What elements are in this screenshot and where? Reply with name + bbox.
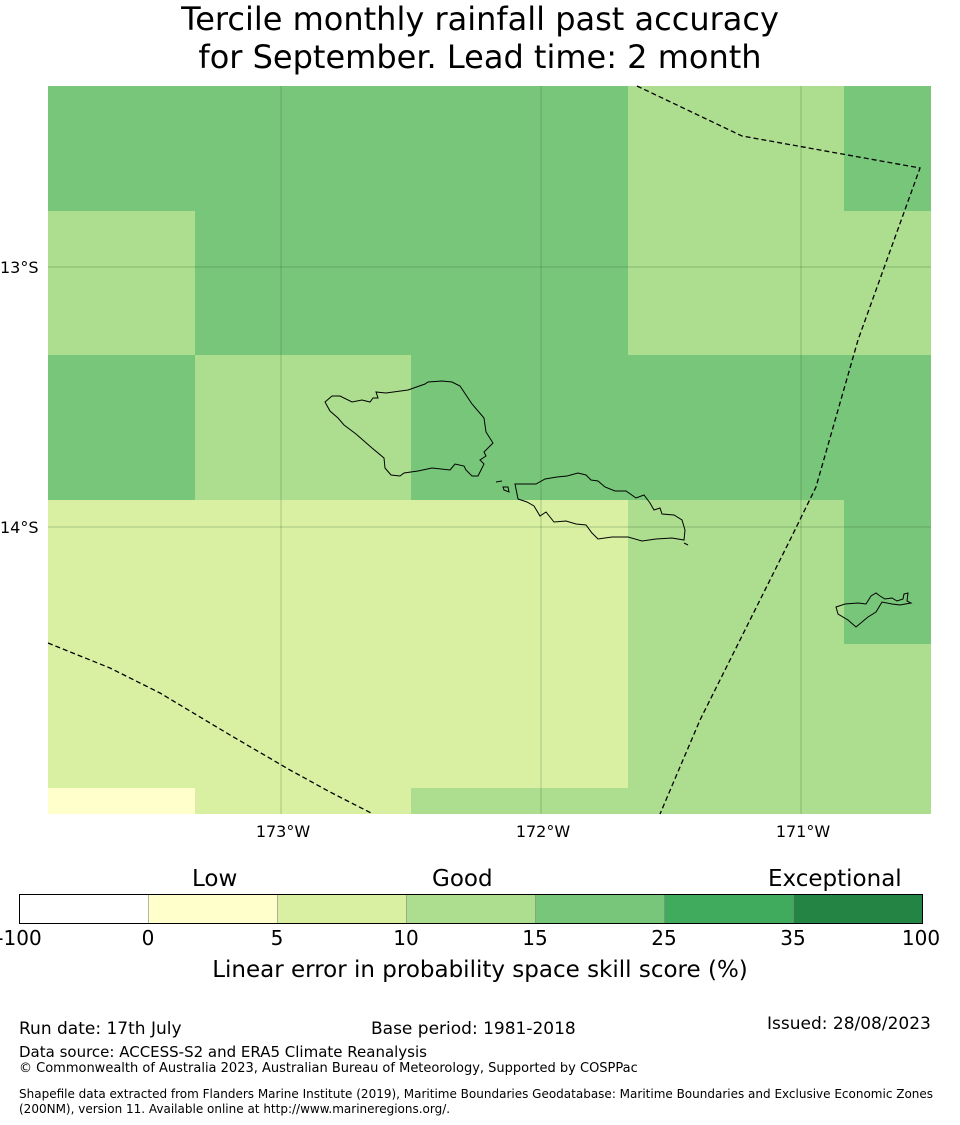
skill-cell-1	[628, 86, 844, 211]
colorbar-segment-3	[406, 894, 536, 924]
lat-label-14: 14°S	[0, 518, 39, 537]
skill-cell-15	[195, 788, 411, 814]
skill-cell-14	[48, 788, 195, 814]
skill-cell-7	[195, 355, 411, 500]
colorbar-segment-0	[19, 894, 149, 924]
colorbar-tick-15: 15	[522, 926, 548, 950]
island-savaii	[324, 380, 494, 477]
shapefile-credit-line-1: Shapefile data extracted from Flanders M…	[19, 1087, 934, 1101]
lon-label-173: 173°W	[255, 822, 311, 841]
skill-cell-13	[628, 644, 931, 788]
lon-label-172: 172°W	[515, 822, 571, 841]
skill-cell-4	[195, 211, 628, 355]
colorbar-label: Linear error in probability space skill …	[212, 957, 748, 983]
colorbar-segment-5	[664, 894, 794, 924]
skill-cell-9	[48, 500, 628, 644]
skill-cell-8	[411, 355, 931, 500]
lon-label-171: 171°W	[775, 822, 831, 841]
colorbar-tick-5: 5	[270, 926, 284, 950]
lat-label-13: 13°S	[0, 258, 39, 277]
colorbar-segment-4	[535, 894, 665, 924]
colorbar-tick-10: 10	[393, 926, 419, 950]
eez-boundary-north-east	[636, 85, 921, 815]
islet-aunuu	[683, 542, 689, 546]
issued-date: Issued: 28/08/2023	[767, 1014, 931, 1034]
skill-cell-5	[628, 211, 931, 355]
graticule	[48, 86, 931, 814]
eez-boundaries	[47, 85, 921, 815]
eez-boundary-south-west	[47, 642, 374, 815]
colorbar-tick-25: 25	[651, 926, 677, 950]
coastlines	[324, 380, 913, 628]
title-line-2: for September. Lead time: 2 month	[198, 38, 762, 76]
copyright: © Commonwealth of Australia 2023, Austra…	[19, 1061, 638, 1076]
skill-cell-3	[48, 211, 195, 355]
colorbar-tick-minus100: -100	[0, 926, 42, 950]
skill-cell-12	[48, 644, 628, 788]
skill-cell-11	[844, 500, 931, 644]
base-period: Base period: 1981-2018	[371, 1019, 576, 1039]
islet-apolima	[502, 486, 510, 493]
island-upolu	[514, 472, 686, 542]
skill-cell-10	[628, 500, 844, 644]
skill-grid	[48, 86, 931, 814]
skill-cell-6	[48, 355, 195, 500]
rainfall-accuracy-map	[47, 85, 931, 815]
skill-cell-16	[411, 788, 931, 814]
legend-word-exceptional: Exceptional	[768, 866, 902, 892]
skill-cell-2	[844, 86, 931, 211]
colorbar-segment-6	[793, 894, 923, 924]
skill-cell-0	[48, 86, 628, 211]
map-title: Tercile monthly rainfall past accuracy f…	[0, 0, 960, 76]
colorbar-segment-1	[148, 894, 278, 924]
legend-word-good: Good	[432, 866, 493, 892]
colorbar-tick-0: 0	[141, 926, 155, 950]
island-manono	[495, 480, 503, 483]
data-source: Data source: ACCESS-S2 and ERA5 Climate …	[19, 1043, 427, 1061]
legend-word-low: Low	[192, 866, 238, 892]
colorbar	[19, 894, 923, 924]
colorbar-tick-35: 35	[780, 926, 806, 950]
colorbar-segment-2	[277, 894, 407, 924]
island-tutuila	[835, 592, 913, 628]
title-line-1: Tercile monthly rainfall past accuracy	[181, 0, 779, 38]
run-date: Run date: 17th July	[19, 1019, 182, 1039]
shapefile-credit-line-2: (200NM), version 11. Available online at…	[19, 1102, 451, 1116]
colorbar-tick-100: 100	[901, 926, 941, 950]
colorbar-outline	[19, 894, 923, 924]
